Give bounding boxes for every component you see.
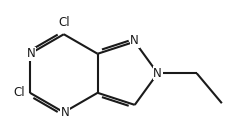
Text: Cl: Cl: [58, 16, 70, 29]
Text: N: N: [61, 106, 69, 119]
Text: N: N: [153, 67, 162, 80]
Text: N: N: [27, 47, 36, 60]
Text: Cl: Cl: [13, 86, 25, 99]
Text: N: N: [130, 34, 139, 47]
